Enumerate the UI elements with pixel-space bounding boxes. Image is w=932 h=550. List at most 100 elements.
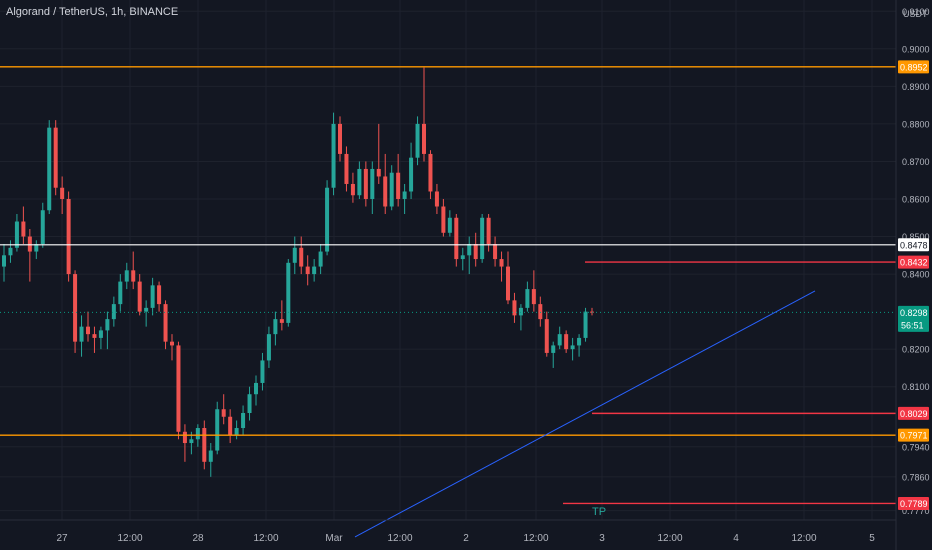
- candle-body: [551, 345, 556, 353]
- candle-body: [467, 244, 472, 256]
- price-scale: [896, 0, 932, 550]
- candle-body: [473, 244, 478, 260]
- candle-body: [460, 255, 465, 260]
- price-badge-label: 0.8029: [900, 409, 928, 419]
- candle-body: [85, 326, 91, 335]
- trendline: [354, 290, 816, 538]
- currency-label: USDT: [903, 9, 928, 19]
- candle-body: [363, 168, 368, 199]
- price-badge: [898, 255, 929, 269]
- candle-body: [583, 311, 588, 338]
- candle-body: [253, 382, 259, 395]
- candle-body: [409, 157, 414, 192]
- candle-body: [544, 319, 549, 353]
- price-badge-label: 0.8478: [900, 240, 928, 250]
- candle-body: [331, 123, 336, 188]
- candle-body: [525, 289, 530, 308]
- price-tick-label: 0.8200: [902, 345, 930, 355]
- candle-body: [402, 191, 407, 199]
- candle-body: [98, 330, 103, 338]
- price-tick-label: 0.7770: [902, 506, 930, 516]
- time-axis-label: 4: [733, 533, 739, 544]
- candle-body: [47, 127, 52, 211]
- candle-body: [260, 360, 265, 383]
- price-tick-label: 0.8900: [902, 82, 930, 92]
- candle-body: [441, 206, 446, 233]
- candle-body: [215, 409, 220, 451]
- candle-body: [570, 345, 575, 350]
- candle-body: [357, 168, 362, 196]
- price-badge: [898, 496, 929, 510]
- candle-body: [454, 217, 459, 260]
- candle-body: [202, 428, 207, 462]
- candle-body: [376, 168, 381, 177]
- candle-body: [53, 127, 58, 188]
- candle-body: [396, 172, 401, 199]
- candle-body: [221, 409, 226, 417]
- price-tick-label: 0.8600: [902, 194, 930, 204]
- candle-body: [383, 176, 388, 207]
- candle-body: [131, 270, 136, 282]
- candle-body: [434, 191, 439, 207]
- candle-body: [34, 244, 39, 252]
- time-axis-label: 5: [869, 533, 875, 544]
- candle-body: [292, 247, 297, 263]
- candle-body: [505, 266, 511, 301]
- time-axis-label: 12:00: [657, 533, 682, 544]
- time-axis-label: 27: [56, 533, 68, 544]
- tp-annotation: TP: [592, 506, 606, 518]
- time-axis-label: Mar: [325, 533, 343, 544]
- price-tick-label: 0.8800: [902, 119, 930, 129]
- candle-body: [318, 251, 323, 267]
- candle-body: [60, 187, 65, 199]
- time-axis-label: 12:00: [523, 533, 548, 544]
- candle-body: [27, 236, 32, 252]
- candle-body: [350, 183, 355, 196]
- candle-body: [118, 281, 123, 305]
- candle-body: [325, 187, 330, 252]
- price-tick-label: 0.8100: [902, 382, 930, 392]
- candle-body: [299, 247, 304, 267]
- candle-body: [79, 326, 84, 342]
- candle-body: [389, 172, 394, 207]
- candle-body: [150, 285, 155, 308]
- candle-body: [415, 123, 420, 158]
- time-axis-label: 12:00: [253, 533, 278, 544]
- candle-body: [228, 416, 233, 436]
- candle-body: [344, 153, 349, 184]
- time-axis-label: 12:00: [117, 533, 142, 544]
- price-badge: [898, 305, 929, 332]
- price-badge: [898, 60, 929, 74]
- price-tick-label: 0.7860: [902, 472, 930, 482]
- candle-body: [14, 221, 19, 248]
- candle-body: [105, 319, 110, 331]
- price-badge: [898, 238, 929, 252]
- candle-body: [312, 266, 317, 275]
- candle-body: [73, 274, 78, 342]
- candle-body: [279, 319, 284, 323]
- candle-body: [21, 221, 26, 237]
- price-tick-label: 0.7940: [902, 442, 930, 452]
- price-countdown: 56:51: [901, 320, 924, 330]
- candle-body: [208, 450, 213, 462]
- candle-body: [447, 217, 452, 233]
- candle-body: [305, 266, 310, 275]
- time-axis-label: 2: [463, 533, 469, 544]
- price-badge-label: 0.7971: [900, 431, 928, 441]
- candle-body: [195, 428, 200, 440]
- time-axis-label: 3: [599, 533, 605, 544]
- candle-body: [189, 439, 194, 444]
- candle-body: [247, 394, 252, 413]
- candle-body: [564, 334, 569, 350]
- price-badge-label: 0.8432: [900, 258, 928, 268]
- candle-body: [182, 431, 187, 444]
- candle-body: [273, 319, 278, 335]
- candle-body: [493, 244, 498, 260]
- price-badge-label: 0.7789: [900, 499, 928, 509]
- candle-body: [241, 412, 246, 429]
- candle-body: [370, 168, 375, 199]
- candle-body: [337, 123, 343, 154]
- candle-body: [428, 153, 433, 192]
